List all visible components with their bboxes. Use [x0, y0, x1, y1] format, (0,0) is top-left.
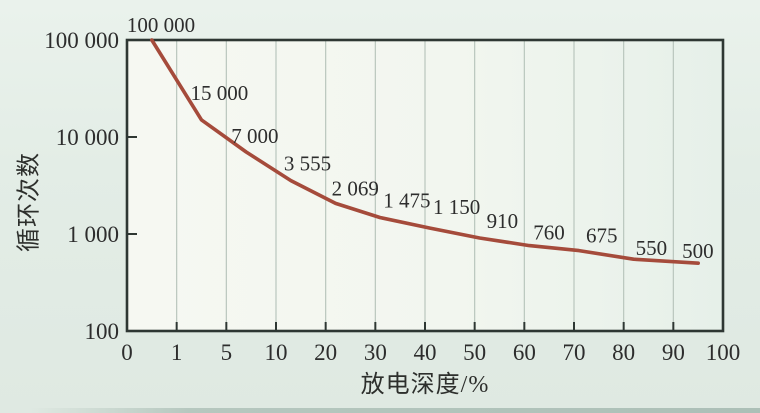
x-tick-label: 0	[121, 340, 133, 365]
x-tick-label: 20	[314, 340, 337, 365]
data-point-label: 910	[487, 209, 518, 233]
scan-edge-artifact	[0, 408, 760, 413]
data-point-label: 3 555	[284, 152, 331, 176]
x-tick-label: 40	[414, 340, 437, 365]
cycle-life-curve	[150, 38, 701, 266]
y-tick-label: 100	[85, 319, 120, 344]
x-tick-label: 50	[463, 340, 486, 365]
x-tick-label: 100	[706, 340, 741, 365]
data-point-label: 760	[533, 221, 565, 245]
y-axis-title: 循环次数	[16, 152, 43, 252]
x-tick-label: 90	[662, 340, 685, 365]
y-tick-label: 10 000	[56, 125, 119, 150]
data-point-label: 15 000	[191, 81, 249, 105]
y-tick-label: 1 000	[67, 222, 119, 247]
data-point-label: 1 150	[433, 195, 480, 219]
x-tick-label: 1	[171, 340, 183, 365]
x-tick-label: 5	[221, 340, 233, 365]
x-tick-label: 30	[364, 340, 387, 365]
x-tick-label: 70	[563, 340, 586, 365]
y-tick-label: 100 000	[44, 28, 119, 53]
data-point-label: 2 069	[332, 176, 379, 200]
data-point-label: 7 000	[231, 124, 278, 148]
x-tick-label: 60	[513, 340, 536, 365]
x-axis-title: 放电深度/%	[360, 372, 490, 398]
x-tick-label: 10	[265, 340, 288, 365]
data-point-label: 1 475	[383, 189, 430, 213]
data-point-label: 100 000	[127, 13, 195, 37]
data-point-label: 550	[636, 236, 668, 260]
data-point-label: 675	[586, 224, 618, 248]
x-tick-label: 80	[612, 340, 635, 365]
data-point-label: 500	[682, 239, 714, 263]
